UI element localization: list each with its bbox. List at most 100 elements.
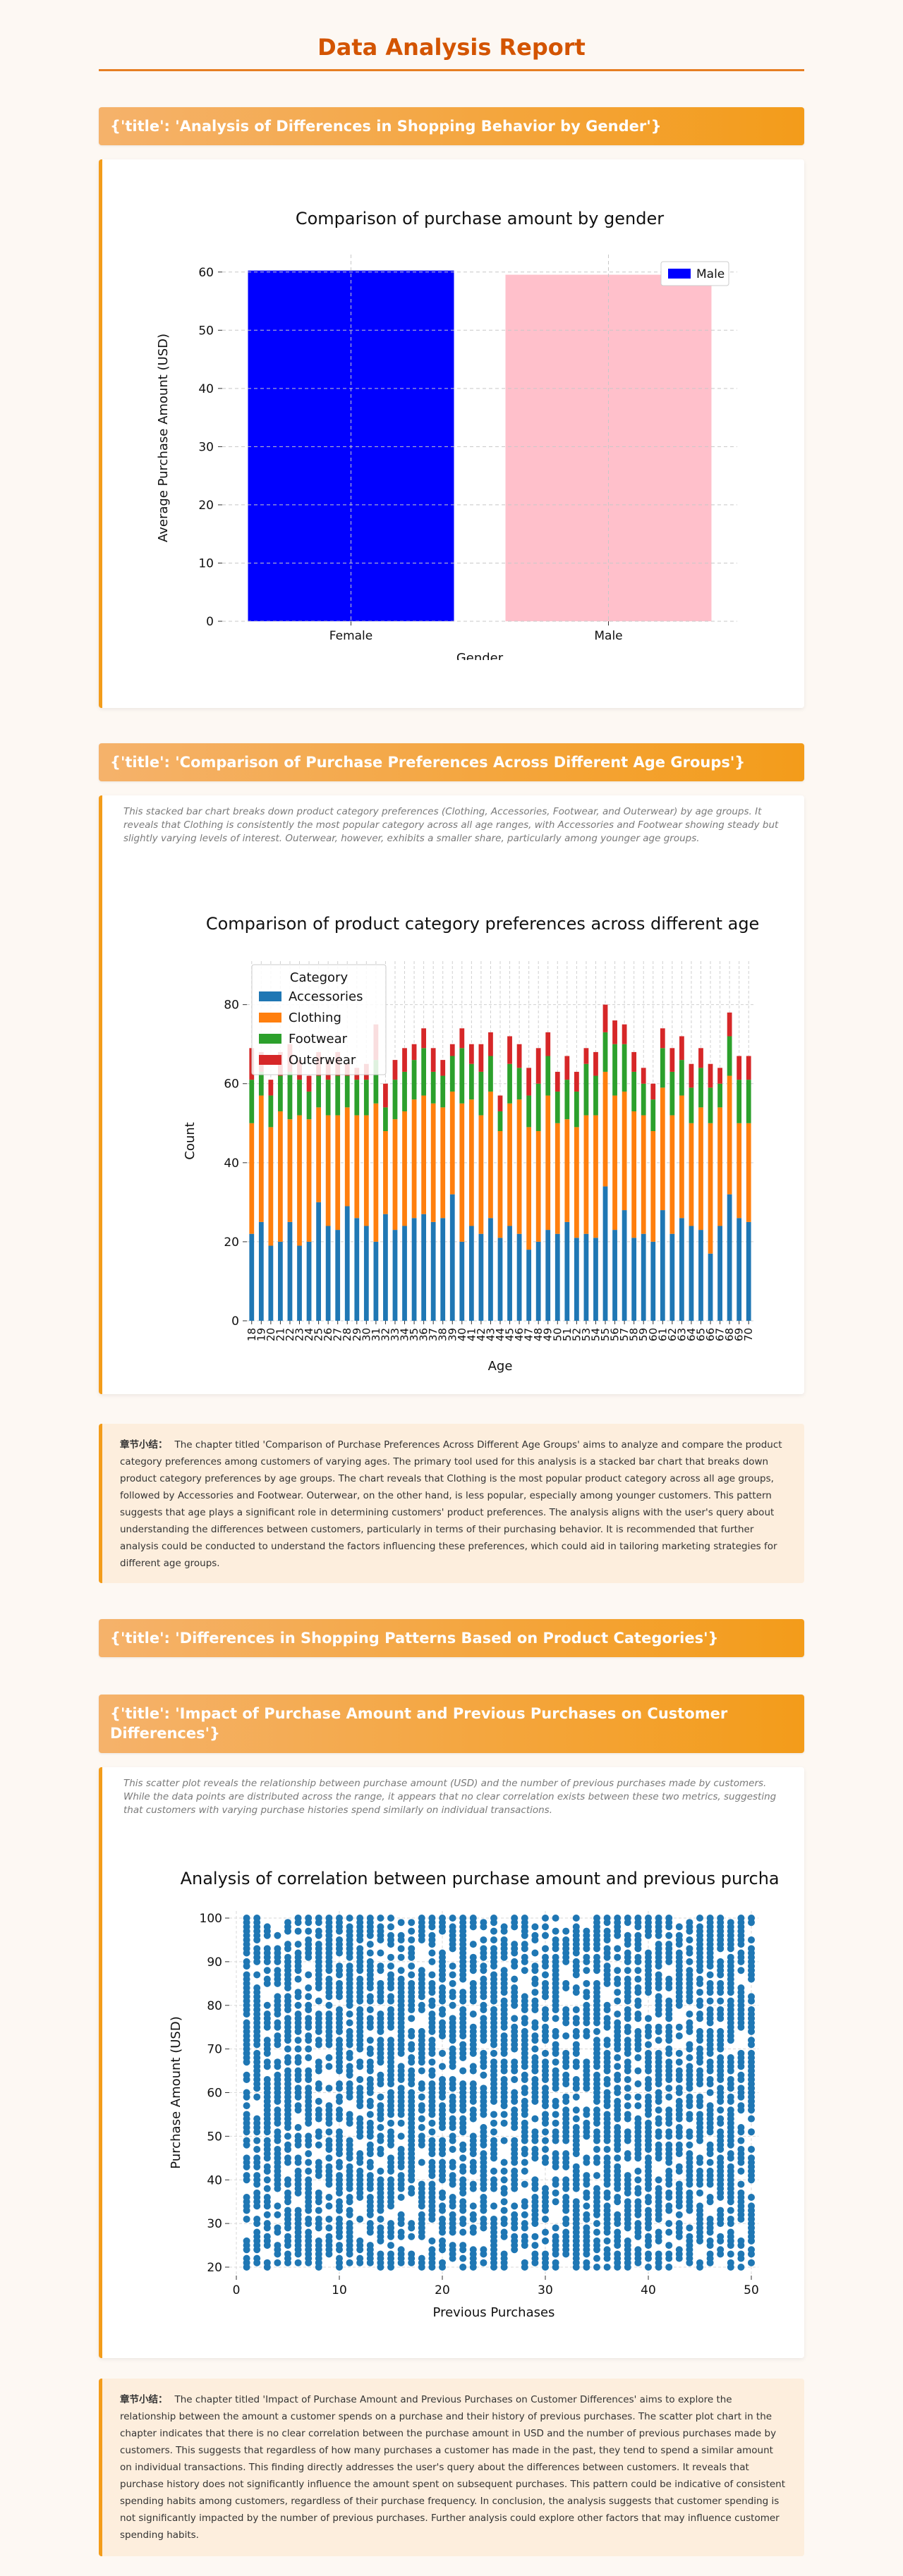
legend-label: Footwear (289, 1032, 348, 1046)
scatter-point (686, 1967, 693, 1974)
scatter-point (366, 1941, 374, 1948)
scatter-point (542, 1945, 549, 1953)
y-tick-label: 30 (198, 440, 214, 454)
scatter-point (603, 2075, 611, 2083)
x-axis-label: Gender (456, 651, 504, 660)
scatter-point (284, 2015, 291, 2022)
scatter-point (572, 1984, 580, 1991)
scatter-point (562, 2150, 570, 2158)
bar-segment-accessories (411, 1218, 417, 1321)
scatter-point (397, 2063, 405, 2070)
scatter-point (336, 2037, 343, 2044)
scatter-point (439, 1949, 446, 1957)
scatter-point (737, 2071, 745, 2079)
x-tick-label: 51 (561, 1328, 574, 1341)
scatter-point (531, 2128, 539, 2136)
bar-segment-clothing (554, 1123, 560, 1234)
scatter-point (294, 2124, 302, 2131)
bar-segment-footwear (660, 1048, 665, 1088)
scatter-point (603, 1915, 611, 1922)
scatter-point (686, 1945, 693, 1953)
scatter-point (480, 1936, 487, 1943)
scatter-point (243, 2019, 250, 2027)
scatter-point (645, 1949, 652, 1957)
scatter-point (531, 2194, 539, 2201)
bar-segment-clothing (660, 1087, 665, 1211)
scatter-point (284, 2132, 291, 2140)
scatter-point (397, 1975, 405, 1983)
scatter-point (686, 2224, 693, 2232)
scatter-point (325, 2215, 333, 2223)
bar-segment-accessories (602, 1186, 608, 1321)
scatter-point (263, 2259, 271, 2266)
scatter-point (294, 2045, 302, 2053)
scatter-point (634, 1953, 642, 1961)
scatter-point (397, 1945, 405, 1953)
x-tick-label: 20 (265, 1328, 277, 1341)
scatter-point (490, 2137, 497, 2144)
bar-segment-outerwear (631, 1051, 637, 1072)
bar-segment-accessories (622, 1210, 627, 1321)
scatter-point (428, 1971, 436, 1979)
bar-segment-outerwear (526, 1068, 532, 1096)
scatter-point (336, 2080, 343, 2088)
scatter-point (408, 1962, 416, 1970)
legend-label: Clothing (289, 1011, 341, 1025)
scatter-point (583, 2106, 590, 2114)
scatter-point (572, 1958, 580, 1965)
scatter-point (500, 2176, 508, 2184)
bar-segment-outerwear (612, 1020, 617, 1044)
age-stacked-bar-chart: 0204060801819202122232425262728293031323… (183, 914, 762, 1374)
scatter-point (418, 2115, 425, 2123)
scatter-point (500, 2137, 508, 2144)
x-tick-label: 45 (504, 1328, 516, 1341)
scatter-point (727, 2106, 734, 2114)
scatter-point (480, 2150, 487, 2158)
bar-segment-footwear (746, 1080, 751, 1123)
scatter-point (531, 1997, 539, 2005)
scatter-point (480, 1975, 487, 1983)
x-tick-label: 38 (437, 1328, 449, 1341)
scatter-point (572, 2106, 580, 2114)
scatter-point (336, 2093, 343, 2101)
bar-segment-accessories (526, 1250, 532, 1321)
scatter-point (366, 1958, 374, 1965)
scatter-point (459, 2215, 467, 2223)
scatter-point (665, 1975, 673, 1983)
scatter-point (284, 1941, 291, 1948)
scatter-point (397, 2119, 405, 2127)
scatter-point (243, 1958, 250, 1965)
scatter-point (469, 2202, 477, 2210)
bar-segment-clothing (268, 1127, 274, 1246)
scatter-point (397, 2132, 405, 2140)
scatter-point (263, 2211, 271, 2218)
scatter-point (305, 1984, 313, 1991)
scatter-point (377, 2167, 384, 2175)
scatter-point (418, 2001, 425, 2009)
scatter-point (408, 1927, 416, 1935)
bar-segment-footwear (507, 1063, 512, 1104)
scatter-point (655, 2089, 662, 2096)
scatter-point (325, 2233, 333, 2240)
scatter-point (706, 1979, 714, 1987)
scatter-point (305, 2132, 313, 2140)
scatter-point (572, 2075, 580, 2083)
scatter-point (418, 2159, 425, 2166)
scatter-point (572, 2027, 580, 2035)
scatter-point (634, 2167, 642, 2175)
x-tick-label: 62 (666, 1328, 679, 1341)
bar-segment-clothing (344, 1107, 350, 1207)
scatter-point (531, 2045, 539, 2053)
scatter-point (717, 2006, 725, 2013)
x-tick-label: 32 (379, 1328, 392, 1341)
scatter-point (542, 2237, 549, 2245)
bar-segment-outerwear (421, 1028, 427, 1049)
scatter-point (593, 1953, 600, 1961)
scatter-point (325, 2202, 333, 2210)
scatter-point (459, 2006, 467, 2013)
bar-segment-clothing (497, 1130, 503, 1238)
scatter-point (686, 2063, 693, 2070)
bar-segment-outerwear (679, 1036, 684, 1061)
scatter-point (284, 2067, 291, 2075)
scatter-point (531, 2250, 539, 2258)
